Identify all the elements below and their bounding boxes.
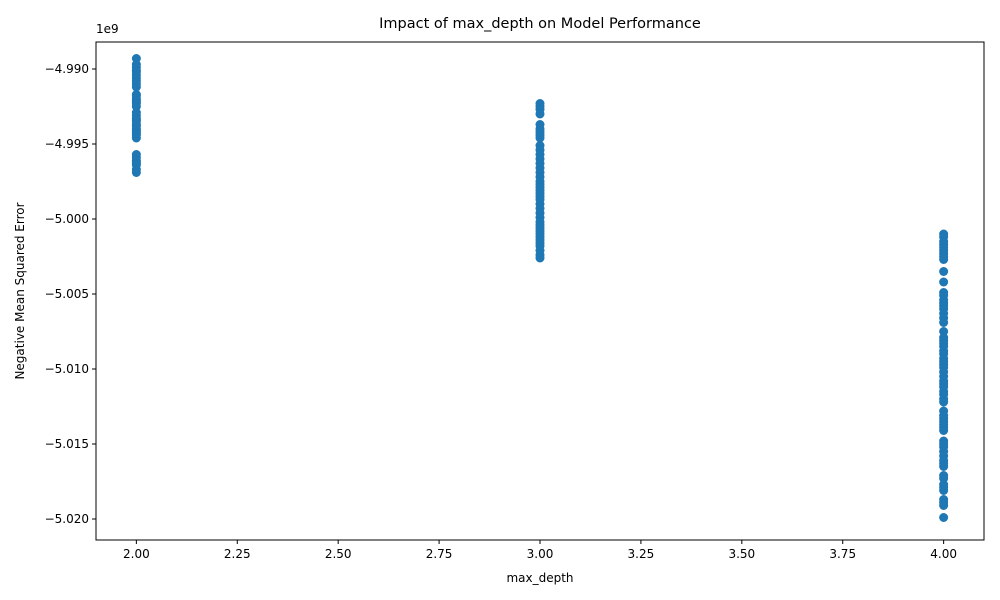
x-tick-label: 3.50 [728,547,755,561]
data-point [939,426,949,435]
y-tick-label: −4.995 [45,137,89,151]
data-point [535,133,545,143]
data-points [131,54,949,522]
y-tick-label: −5.000 [45,212,89,226]
x-axis: 2.00 2.25 2.50 2.75 3.00 3.25 3.50 3.75 4.00 [123,540,957,561]
x-tick-label: 2.25 [224,547,251,561]
y-tick-label: −4.990 [45,62,89,76]
data-point [939,462,949,471]
y-tick-label: −5.015 [45,437,89,451]
data-point [939,486,949,495]
data-point [131,133,141,143]
y-tick-label: −5.020 [45,512,89,526]
y-axis: −4.990 −4.995 −5.000 −5.005 −5.010 −5.015 −5.0… [45,62,96,526]
data-point [939,397,949,407]
x-tick-label: 3.25 [628,547,655,561]
data-point [131,82,141,92]
chart-title: Impact of max_depth on Model Performance [379,16,701,32]
y-tick-label: −5.010 [45,362,89,376]
x-tick-label: 2.00 [123,547,150,561]
x-tick-label: 3.75 [829,547,856,561]
y-tick-label: −5.005 [45,287,89,301]
x-tick-label: 2.75 [426,547,453,561]
data-point [939,513,949,522]
x-tick-label: 4.00 [930,547,957,561]
x-axis-label: max_depth [506,571,573,585]
data-point [939,318,949,327]
data-point [939,267,949,276]
data-point [939,277,949,287]
data-point [939,501,949,510]
data-point [535,109,545,119]
x-tick-label: 3.00 [527,547,554,561]
data-point [939,255,949,264]
x-tick-label: 2.50 [325,547,352,561]
data-point [535,253,545,263]
data-point [131,168,141,177]
y-axis-label: Negative Mean Squared Error [13,202,27,379]
y-offset-label: 1e9 [96,22,119,36]
